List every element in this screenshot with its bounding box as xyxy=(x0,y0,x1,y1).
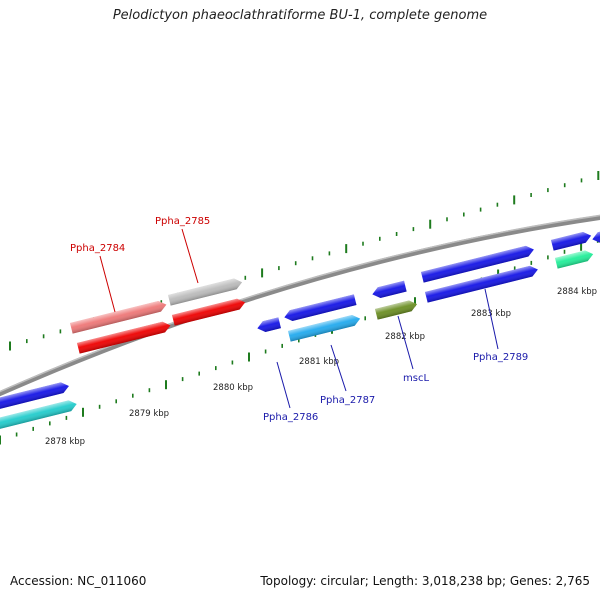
gene-ppha-2787-shading xyxy=(288,315,361,342)
genome-summary-text: Topology: circular; Length: 3,018,238 bp… xyxy=(260,574,590,588)
gene-red-2-shading xyxy=(172,298,246,326)
gene-blue-b[interactable] xyxy=(371,280,407,300)
gene-blue-d[interactable] xyxy=(551,230,592,251)
scale-label-2880: 2880 kbp xyxy=(213,383,253,393)
gene-ppha-2785-shading xyxy=(168,278,243,306)
gene-teal-left-shading xyxy=(0,400,77,431)
gene-label-ppha-2789[interactable]: Ppha_2789 xyxy=(473,352,528,363)
scale-label-2882: 2882 kbp xyxy=(385,332,425,342)
gene-label-mscl[interactable]: mscL xyxy=(403,373,429,384)
gene-label-ppha-2787[interactable]: Ppha_2787 xyxy=(320,395,375,406)
leader-ppha-2784 xyxy=(99,255,116,313)
gene-ppha-2784-shading xyxy=(70,300,167,334)
gene-blue-c-shading xyxy=(421,245,534,283)
scale-label-2881: 2881 kbp xyxy=(299,357,339,367)
gene-label-ppha-2784[interactable]: Ppha_2784 xyxy=(70,243,125,254)
gene-mscl-shading xyxy=(375,300,418,320)
leader-mscl xyxy=(397,315,414,370)
gene-blue-e-shading xyxy=(592,229,600,243)
gene-ppha-2786[interactable] xyxy=(256,317,281,333)
gene-blue-left-shading xyxy=(0,382,69,411)
gene-label-ppha-2785[interactable]: Ppha_2785 xyxy=(155,216,210,227)
accession-text: Accession: NC_011060 xyxy=(10,574,147,588)
scale-labels: 2878 kbp 2879 kbp 2880 kbp 2881 kbp 2882… xyxy=(45,287,597,447)
gene-label-leaders xyxy=(99,228,499,409)
gene-blue-c[interactable] xyxy=(421,244,535,283)
leader-ppha-2789 xyxy=(484,288,499,350)
gene-red-1-shading xyxy=(77,321,171,354)
leader-ppha-2785 xyxy=(181,228,199,284)
gene-green-shading xyxy=(555,250,594,269)
gene-blue-d-shading xyxy=(551,232,592,251)
gene-ppha-2786-shading xyxy=(257,317,281,332)
genome-backbone-highlight xyxy=(0,214,600,393)
gene-ppha-2787[interactable] xyxy=(288,313,361,342)
gene-blue-b-shading xyxy=(372,280,407,298)
gene-teal-left[interactable] xyxy=(0,399,78,431)
gene-features xyxy=(0,229,600,431)
gene-red-2[interactable] xyxy=(172,297,246,326)
gene-ppha-2784[interactable] xyxy=(70,299,168,334)
scale-label-2883: 2883 kbp xyxy=(471,309,511,319)
genome-title: Pelodictyon phaeoclathratiforme BU-1, co… xyxy=(112,8,488,23)
gene-ppha-2789[interactable] xyxy=(425,264,539,303)
gene-ppha-2789-shading xyxy=(425,265,538,303)
gene-blue-a[interactable] xyxy=(283,294,357,322)
gene-blue-a-shading xyxy=(284,294,357,321)
gene-blue-e[interactable] xyxy=(591,229,600,245)
scale-label-2884: 2884 kbp xyxy=(557,287,597,297)
gene-red-1[interactable] xyxy=(77,320,172,354)
gene-labels: Ppha_2784 Ppha_2785 Ppha_2786 Ppha_2787 … xyxy=(70,216,528,423)
leader-ppha-2787 xyxy=(330,344,347,392)
scale-label-2878: 2878 kbp xyxy=(45,437,85,447)
gene-label-ppha-2786[interactable]: Ppha_2786 xyxy=(263,412,318,423)
gene-ppha-2785[interactable] xyxy=(168,277,243,306)
gene-mscl[interactable] xyxy=(375,299,418,320)
gene-green[interactable] xyxy=(555,249,595,269)
gene-blue-left[interactable] xyxy=(0,381,70,411)
genome-backbone xyxy=(0,214,600,397)
scale-label-2879: 2879 kbp xyxy=(129,409,169,419)
leader-ppha-2786 xyxy=(276,361,291,409)
